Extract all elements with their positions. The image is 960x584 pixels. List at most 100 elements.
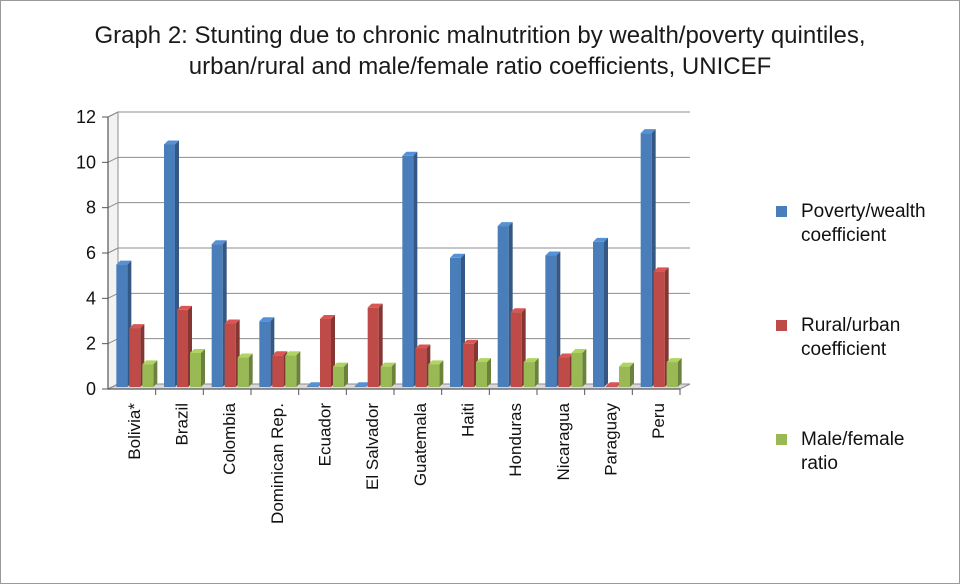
bar-male-female-ratio-el-salvador — [380, 366, 392, 387]
bar-male-female-ratio-ecuador-top — [333, 362, 348, 367]
x-tick-label: Nicaragua — [554, 402, 573, 480]
bar-rural-urban-coefficient-dominican-rep — [272, 355, 284, 387]
x-tick-label: Dominican Rep. — [268, 403, 287, 524]
bar-male-female-ratio-dominican-rep — [285, 355, 297, 387]
bar-rural-urban-coefficient-brazil — [177, 309, 188, 387]
bar-male-female-ratio-brazil-top — [190, 349, 205, 353]
bar-rural-urban-coefficient-bolivia-top — [129, 324, 145, 329]
bar-poverty-wealth-coefficient-peru-top — [640, 129, 656, 134]
bar-poverty-wealth-coefficient-honduras — [497, 226, 509, 387]
bar-male-female-ratio-paraguay-side — [630, 362, 634, 387]
legend-label-male-female: Male/female ratio — [801, 429, 905, 474]
bar-poverty-wealth-coefficient-guatemala — [402, 155, 414, 387]
bar-rural-urban-coefficient-peru-side — [664, 267, 669, 387]
bar-poverty-wealth-coefficient-bolivia — [116, 264, 128, 387]
bar-rural-urban-coefficient-honduras — [510, 312, 522, 387]
x-tick-label: Colombia — [220, 402, 239, 474]
bar-male-female-ratio-nicaragua-side — [582, 349, 587, 387]
bar-male-female-ratio-honduras — [523, 362, 535, 387]
bar-male-female-ratio-honduras-top — [523, 358, 539, 363]
bar-poverty-wealth-coefficient-nicaragua-side — [556, 251, 561, 387]
bar-poverty-wealth-coefficient-paraguay-top — [593, 237, 608, 242]
x-tick-label: Guatemala — [411, 402, 430, 486]
legend-swatch-poverty-wealth — [776, 206, 787, 217]
bar-male-female-ratio-honduras-side — [534, 358, 539, 387]
x-tick-label: Peru — [649, 403, 668, 439]
bar-male-female-ratio-colombia — [237, 357, 249, 387]
bar-poverty-wealth-coefficient-el-salvador-top — [354, 382, 370, 387]
bar-poverty-wealth-coefficient-paraguay — [593, 241, 604, 387]
bar-male-female-ratio-brazil-side — [201, 349, 205, 387]
x-tick-label: Brazil — [173, 403, 192, 446]
bar-poverty-wealth-coefficient-brazil-top — [164, 140, 179, 145]
bar-rural-urban-coefficient-el-salvador — [367, 307, 379, 387]
bar-male-female-ratio-el-salvador-top — [380, 362, 396, 367]
bar-rural-urban-coefficient-colombia-top — [224, 319, 240, 324]
bar-male-female-ratio-paraguay-top — [619, 362, 634, 367]
bar-rural-urban-coefficient-haiti — [463, 343, 474, 387]
y-tick-label: 8 — [86, 198, 96, 218]
bar-male-female-ratio-dominican-rep-top — [285, 351, 301, 356]
gridline-depth — [107, 111, 119, 118]
bar-poverty-wealth-coefficient-paraguay-side — [604, 237, 608, 387]
chart-title-line-2: urban/rural and male/female ratio coeffi… — [188, 53, 772, 80]
bar-poverty-wealth-coefficient-peru — [640, 133, 652, 387]
bar-poverty-wealth-coefficient-el-salvador — [354, 386, 366, 387]
legend-swatch-rural-urban — [776, 320, 787, 331]
y-tick-label: 12 — [76, 107, 96, 127]
bar-male-female-ratio-bolivia — [142, 364, 154, 387]
bar-poverty-wealth-coefficient-nicaragua-top — [545, 251, 561, 256]
bar-male-female-ratio-ecuador — [333, 366, 344, 387]
bar-rural-urban-coefficient-honduras-top — [510, 308, 526, 313]
bar-male-female-ratio-haiti-top — [476, 358, 491, 363]
y-tick-label: 0 — [86, 379, 96, 399]
bar-rural-urban-coefficient-nicaragua — [558, 357, 570, 387]
bar-poverty-wealth-coefficient-haiti-top — [450, 253, 465, 258]
bar-male-female-ratio-bolivia-side — [153, 360, 158, 387]
bar-male-female-ratio-guatemala-side — [439, 360, 444, 387]
bar-male-female-ratio-brazil — [190, 353, 201, 387]
gridline-depth — [107, 247, 119, 254]
bar-poverty-wealth-coefficient-haiti — [450, 257, 461, 387]
x-tick-label: Ecuador — [316, 403, 335, 467]
bar-rural-urban-coefficient-paraguay — [606, 386, 617, 387]
bar-male-female-ratio-colombia-side — [248, 353, 253, 387]
bar-male-female-ratio-peru — [666, 362, 678, 387]
bar-poverty-wealth-coefficient-guatemala-top — [402, 151, 418, 156]
x-tick-label: Haiti — [459, 403, 478, 437]
bar-male-female-ratio-nicaragua — [571, 353, 583, 387]
bar-rural-urban-coefficient-guatemala — [415, 348, 427, 387]
y-tick-label: 4 — [86, 288, 96, 308]
bar-rural-urban-coefficient-haiti-top — [463, 339, 478, 344]
y-tick-label: 10 — [76, 152, 96, 172]
x-tick-label: Bolivia* — [125, 403, 144, 460]
bar-poverty-wealth-coefficient-brazil — [164, 144, 175, 387]
bar-rural-urban-coefficient-peru — [653, 271, 665, 387]
bar-male-female-ratio-guatemala-top — [428, 360, 444, 365]
bar-rural-urban-coefficient-ecuador-top — [320, 315, 335, 319]
bar-male-female-ratio-haiti-side — [487, 358, 491, 387]
bar-poverty-wealth-coefficient-ecuador — [307, 386, 318, 387]
legend-label-poverty-wealth: Poverty/wealth coefficient — [801, 201, 926, 246]
bar-rural-urban-coefficient-dominican-rep-top — [272, 351, 288, 356]
bar-rural-urban-coefficient-ecuador — [320, 319, 331, 387]
bar-poverty-wealth-coefficient-dominican-rep — [259, 321, 271, 387]
bar-poverty-wealth-coefficient-guatemala-side — [413, 151, 418, 387]
bar-poverty-wealth-coefficient-bolivia-top — [116, 260, 132, 265]
legend-label-rural-urban: Rural/urban coefficient — [801, 315, 901, 360]
bar-poverty-wealth-coefficient-nicaragua — [545, 255, 557, 387]
bar-male-female-ratio-paraguay — [619, 366, 630, 387]
x-tick-label: El Salvador — [363, 403, 382, 490]
bar-poverty-wealth-coefficient-dominican-rep-top — [259, 317, 275, 322]
chart-title: Graph 2: Stunting due to chronic malnutr… — [0, 20, 960, 82]
bar-poverty-wealth-coefficient-colombia-top — [211, 240, 227, 245]
bar-male-female-ratio-peru-side — [677, 358, 682, 387]
legend-swatch-male-female — [776, 434, 787, 445]
bar-poverty-wealth-coefficient-colombia — [211, 244, 223, 387]
x-tick-label: Honduras — [506, 403, 525, 477]
bar-poverty-wealth-coefficient-ecuador-top — [307, 382, 322, 387]
bar-male-female-ratio-dominican-rep-side — [296, 351, 301, 387]
x-tick-label: Paraguay — [602, 403, 621, 476]
bar-rural-urban-coefficient-bolivia — [129, 328, 141, 387]
